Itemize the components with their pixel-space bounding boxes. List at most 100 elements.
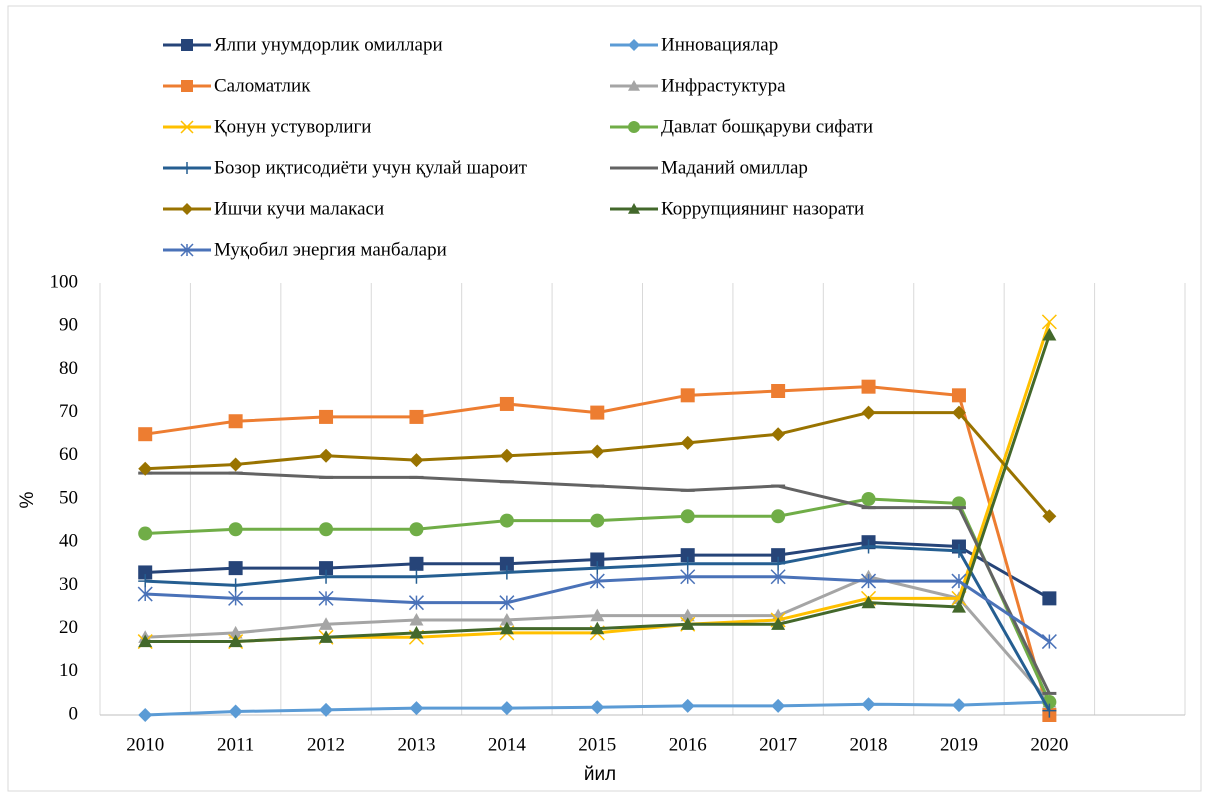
marker bbox=[1042, 509, 1057, 524]
marker bbox=[589, 573, 605, 589]
marker bbox=[680, 556, 695, 571]
marker bbox=[409, 556, 424, 571]
marker bbox=[138, 526, 153, 541]
marker bbox=[319, 561, 334, 576]
marker bbox=[228, 457, 243, 472]
marker bbox=[409, 625, 424, 639]
marker bbox=[771, 556, 786, 571]
marker bbox=[861, 405, 876, 420]
legend-label: Бозор иқтисодиёти учун қулай шароит bbox=[214, 157, 528, 178]
marker bbox=[319, 702, 334, 717]
legend-label: Муқобил энергия манбалари bbox=[214, 239, 447, 260]
y-tick-label: 80 bbox=[59, 358, 78, 379]
y-tick-label: 50 bbox=[59, 487, 78, 508]
series bbox=[138, 539, 1057, 718]
marker bbox=[499, 565, 514, 580]
marker bbox=[228, 561, 243, 576]
y-axis-label: % bbox=[17, 491, 38, 508]
marker bbox=[680, 608, 695, 622]
marker bbox=[408, 595, 424, 611]
marker bbox=[951, 388, 966, 403]
marker bbox=[771, 384, 786, 398]
marker bbox=[499, 448, 514, 463]
marker bbox=[228, 414, 243, 429]
marker bbox=[499, 595, 515, 611]
marker bbox=[590, 621, 605, 635]
y-tick-label: 30 bbox=[59, 574, 78, 595]
y-tick-label: 40 bbox=[59, 531, 78, 552]
series bbox=[138, 471, 1057, 695]
marker bbox=[1042, 591, 1057, 606]
y-tick-label: 0 bbox=[69, 703, 79, 724]
marker bbox=[590, 561, 605, 576]
marker bbox=[590, 700, 605, 715]
marker bbox=[228, 578, 243, 593]
marker bbox=[228, 625, 243, 639]
series bbox=[138, 492, 1057, 710]
marker bbox=[590, 405, 605, 420]
marker bbox=[680, 617, 695, 630]
chart-frame bbox=[7, 5, 1202, 792]
legend-label: Қонун устуворлиги bbox=[214, 116, 371, 137]
marker bbox=[138, 708, 153, 722]
x-tick-label: 2017 bbox=[759, 734, 797, 755]
marker bbox=[319, 409, 334, 424]
series bbox=[138, 379, 1057, 722]
marker bbox=[771, 427, 786, 442]
x-tick-label: 2010 bbox=[126, 734, 164, 755]
marker bbox=[228, 704, 243, 719]
marker bbox=[319, 617, 334, 630]
marker bbox=[409, 612, 424, 626]
marker bbox=[861, 595, 876, 609]
marker bbox=[319, 522, 334, 537]
marker bbox=[861, 697, 876, 712]
marker bbox=[590, 513, 605, 528]
series bbox=[138, 327, 1057, 648]
legend-label: Ялпи унумдорлик омиллари bbox=[214, 34, 443, 55]
marker bbox=[951, 698, 966, 713]
x-tick-label: 2020 bbox=[1030, 734, 1068, 755]
marker bbox=[138, 634, 153, 648]
marker bbox=[861, 379, 876, 394]
marker bbox=[590, 552, 605, 567]
marker bbox=[680, 569, 696, 585]
marker bbox=[138, 461, 153, 476]
x-tick-label: 2019 bbox=[940, 734, 978, 755]
marker bbox=[499, 612, 514, 626]
marker bbox=[861, 539, 876, 554]
legend-label: Инновациялар bbox=[661, 34, 778, 55]
marker bbox=[319, 569, 334, 584]
x-tick-label: 2016 bbox=[669, 734, 707, 755]
marker bbox=[771, 509, 786, 524]
marker bbox=[409, 701, 424, 716]
x-tick-label: 2015 bbox=[578, 734, 616, 755]
legend-label: Ишчи кучи малакаси bbox=[214, 198, 384, 219]
marker bbox=[499, 621, 514, 635]
marker bbox=[228, 590, 244, 606]
legend-label: Маданий омиллар bbox=[661, 157, 808, 178]
marker bbox=[861, 573, 877, 589]
legend-marker bbox=[628, 39, 640, 51]
y-tick-label: 100 bbox=[50, 271, 79, 292]
marker bbox=[319, 448, 334, 463]
marker bbox=[228, 522, 243, 537]
marker bbox=[499, 556, 514, 571]
marker bbox=[680, 698, 695, 713]
x-tick-label: 2014 bbox=[488, 734, 527, 755]
legend-marker bbox=[180, 243, 194, 257]
legend-label: Инфрастуктура bbox=[661, 75, 786, 96]
series bbox=[138, 569, 1057, 708]
x-axis-label: йил bbox=[584, 764, 616, 785]
marker bbox=[409, 453, 424, 468]
marker bbox=[861, 492, 876, 506]
marker bbox=[771, 698, 786, 713]
y-tick-label: 70 bbox=[59, 401, 78, 422]
legend-label: Коррупциянинг назорати bbox=[661, 198, 864, 219]
marker bbox=[680, 548, 695, 563]
marker bbox=[409, 569, 424, 584]
marker bbox=[680, 435, 695, 450]
marker bbox=[951, 405, 966, 420]
marker bbox=[951, 600, 966, 613]
legend-marker bbox=[628, 80, 640, 91]
